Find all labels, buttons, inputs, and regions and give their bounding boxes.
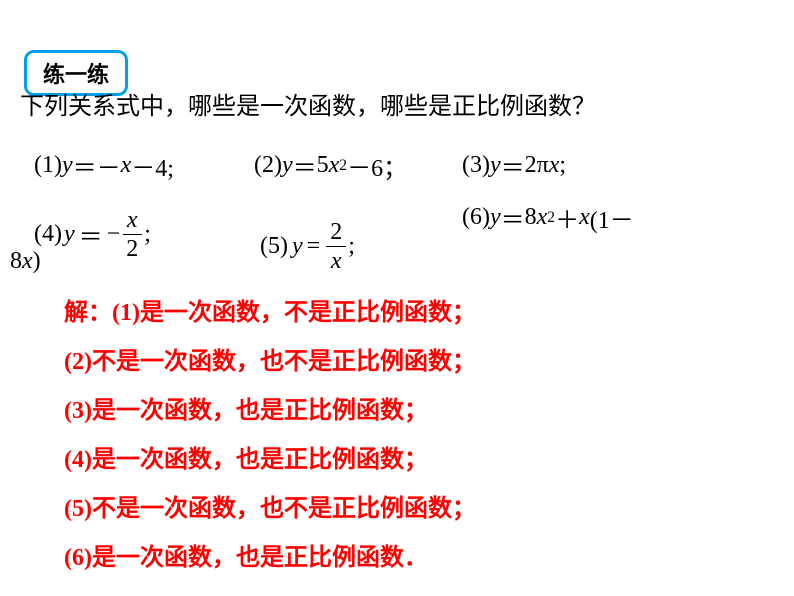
item-6: (6) y ＝ 8 x 2 ＋ x (1－	[462, 200, 634, 235]
label-6: (6)	[462, 204, 490, 231]
item-5: (5) y = 2 x ;	[260, 220, 355, 273]
answer-line-3: (3)是一次函数，也是正比例函数；	[64, 390, 476, 425]
var-y-2: y	[282, 152, 293, 179]
tail-3: ;	[559, 152, 566, 179]
den-4: 2	[122, 235, 142, 261]
var-x1-6: x	[537, 204, 548, 231]
item-6-cont: 8x)	[10, 248, 41, 275]
var-y-6: y	[490, 204, 501, 231]
answers-block: 解：(1)是一次函数，不是正比例函数； (2)不是一次函数，也不是正比例函数； …	[64, 292, 476, 586]
item-4: (4) y ＝ − x 2 ;	[34, 208, 151, 261]
answer-line-5: (5)不是一次函数，也不是正比例函数；	[64, 488, 476, 523]
eq-6: ＝	[501, 200, 525, 235]
c1-2: 5	[317, 152, 329, 179]
item-2: (2) y ＝ 5 x 2 －6；	[254, 148, 407, 183]
answer-line-2: (2)不是一次函数，也不是正比例函数；	[64, 341, 476, 376]
cont-x: x	[22, 248, 33, 275]
var-y-1: y	[62, 152, 73, 179]
eq-1: ＝	[73, 148, 97, 183]
c1-3: 2π	[525, 152, 549, 179]
label-4: (4)	[34, 221, 62, 248]
c1-6: 8	[525, 204, 537, 231]
tail-2: －6；	[347, 148, 407, 183]
tail-5: ;	[348, 233, 355, 260]
label-5: (5)	[260, 233, 288, 260]
var-y-4: y	[64, 221, 75, 248]
var-x2-6: x	[579, 204, 590, 231]
label-2: (2)	[254, 152, 282, 179]
num-5: 2	[326, 220, 346, 247]
frac-4: x 2	[122, 208, 142, 261]
var-x-1: x	[121, 152, 132, 179]
item-3: (3) y ＝ 2π x ;	[462, 148, 566, 183]
neg-1: －	[97, 148, 121, 183]
var-y-3: y	[490, 152, 501, 179]
answer-line-1: 解：(1)是一次函数，不是正比例函数；	[64, 292, 476, 327]
item-1: (1) y ＝ － x －4;	[34, 148, 174, 183]
tail-1: －4;	[131, 148, 174, 183]
cont-paren: )	[33, 248, 41, 275]
label-1: (1)	[34, 152, 62, 179]
den-5: x	[327, 247, 346, 273]
tail-4: ;	[144, 221, 151, 248]
eq-2: ＝	[293, 148, 317, 183]
question-text: 下列关系式中，哪些是一次函数，哪些是正比例函数？	[20, 86, 596, 121]
label-3: (3)	[462, 152, 490, 179]
answer-line-6: (6)是一次函数，也是正比例函数．	[64, 537, 476, 572]
var-x-2: x	[329, 152, 340, 179]
eq-3: ＝	[501, 148, 525, 183]
neg-4: −	[107, 221, 121, 248]
frac-5: 2 x	[326, 220, 346, 273]
paren-6: (1－	[590, 200, 634, 235]
eq-5: =	[307, 233, 321, 260]
num-4: x	[123, 208, 142, 235]
eq-4: ＝	[79, 217, 103, 252]
answer-line-4: (4)是一次函数，也是正比例函数；	[64, 439, 476, 474]
var-x-3: x	[549, 152, 560, 179]
var-y-5: y	[292, 233, 303, 260]
cont-8: 8	[10, 248, 22, 275]
plus-6: ＋	[555, 200, 579, 235]
